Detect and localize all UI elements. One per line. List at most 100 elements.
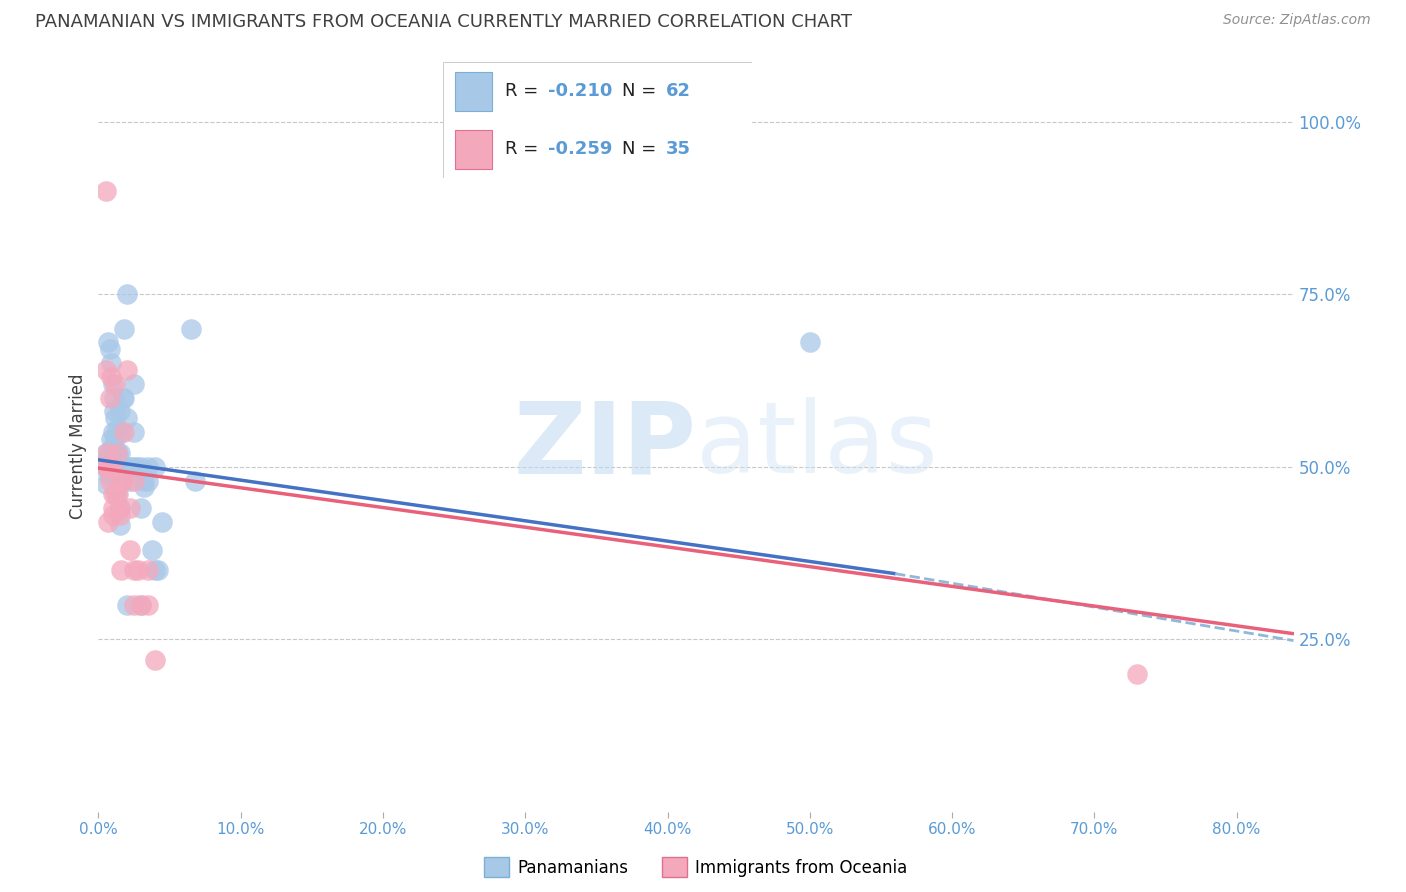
Point bbox=[94, 477, 117, 491]
Text: ZIP: ZIP bbox=[513, 398, 696, 494]
Point bbox=[136, 563, 159, 577]
Point bbox=[94, 459, 117, 474]
Point bbox=[143, 459, 166, 474]
Point bbox=[108, 501, 131, 516]
Point bbox=[122, 425, 145, 440]
Point bbox=[1126, 666, 1149, 681]
Point bbox=[115, 411, 138, 425]
Text: R =: R = bbox=[505, 82, 544, 101]
Text: N =: N = bbox=[623, 140, 662, 159]
Point bbox=[118, 474, 141, 488]
Point bbox=[101, 501, 124, 516]
Point bbox=[100, 432, 122, 446]
Point bbox=[122, 563, 145, 577]
Point bbox=[101, 376, 124, 391]
Point bbox=[94, 363, 117, 377]
Point bbox=[105, 446, 128, 460]
Point bbox=[136, 598, 159, 612]
Bar bbox=[456, 71, 492, 112]
Point bbox=[107, 446, 129, 460]
Point bbox=[132, 480, 155, 494]
Text: PANAMANIAN VS IMMIGRANTS FROM OCEANIA CURRENTLY MARRIED CORRELATION CHART: PANAMANIAN VS IMMIGRANTS FROM OCEANIA CU… bbox=[35, 13, 852, 31]
Point bbox=[132, 474, 155, 488]
Point bbox=[101, 487, 124, 501]
Legend: Panamanians, Immigrants from Oceania: Panamanians, Immigrants from Oceania bbox=[478, 850, 914, 884]
Point bbox=[118, 501, 141, 516]
Point bbox=[110, 459, 132, 474]
Point bbox=[103, 391, 125, 405]
Point bbox=[111, 391, 134, 405]
Text: R =: R = bbox=[505, 140, 544, 159]
Point bbox=[105, 459, 128, 474]
Point bbox=[180, 321, 202, 335]
Point bbox=[101, 459, 124, 474]
Point bbox=[110, 425, 132, 440]
Point bbox=[98, 474, 121, 488]
Point bbox=[112, 391, 135, 405]
Point bbox=[143, 563, 166, 577]
Point bbox=[110, 563, 132, 577]
Point bbox=[98, 391, 121, 405]
Text: 35: 35 bbox=[665, 140, 690, 159]
Point bbox=[115, 459, 138, 474]
Point bbox=[115, 287, 138, 301]
Point bbox=[118, 542, 141, 557]
Point bbox=[107, 487, 129, 501]
Point bbox=[136, 459, 159, 474]
Point bbox=[118, 459, 141, 474]
Point bbox=[799, 335, 821, 350]
Point bbox=[129, 459, 152, 474]
Text: -0.210: -0.210 bbox=[548, 82, 613, 101]
Point bbox=[101, 452, 124, 467]
Point bbox=[108, 518, 131, 533]
Point bbox=[101, 425, 124, 440]
Point bbox=[104, 446, 127, 460]
FancyBboxPatch shape bbox=[443, 62, 752, 178]
Point bbox=[152, 515, 174, 529]
Point bbox=[101, 439, 124, 453]
Point bbox=[97, 335, 120, 350]
Text: N =: N = bbox=[623, 82, 662, 101]
Point bbox=[98, 446, 121, 460]
Point bbox=[115, 363, 138, 377]
Point bbox=[148, 563, 170, 577]
Text: 62: 62 bbox=[665, 82, 690, 101]
Point bbox=[104, 432, 127, 446]
Point bbox=[97, 515, 120, 529]
Point bbox=[94, 184, 117, 198]
Bar bbox=[456, 129, 492, 169]
Point bbox=[104, 487, 127, 501]
Point bbox=[110, 474, 132, 488]
Point bbox=[129, 598, 152, 612]
Point bbox=[111, 474, 134, 488]
Point bbox=[122, 459, 145, 474]
Point bbox=[108, 508, 131, 522]
Point bbox=[104, 459, 127, 474]
Point bbox=[98, 459, 121, 474]
Text: -0.259: -0.259 bbox=[548, 140, 613, 159]
Point bbox=[96, 446, 118, 460]
Point bbox=[125, 459, 148, 474]
Text: atlas: atlas bbox=[696, 398, 938, 494]
Point bbox=[94, 446, 117, 460]
Point bbox=[97, 459, 120, 474]
Point bbox=[108, 404, 131, 418]
Point bbox=[127, 563, 149, 577]
Point bbox=[104, 411, 127, 425]
Point bbox=[100, 370, 122, 384]
Point bbox=[122, 474, 145, 488]
Point bbox=[143, 653, 166, 667]
Point bbox=[122, 376, 145, 391]
Text: Source: ZipAtlas.com: Source: ZipAtlas.com bbox=[1223, 13, 1371, 28]
Point bbox=[129, 598, 152, 612]
Point bbox=[136, 474, 159, 488]
Point bbox=[104, 376, 127, 391]
Point bbox=[111, 474, 134, 488]
Point bbox=[184, 474, 207, 488]
Point bbox=[122, 598, 145, 612]
Point bbox=[97, 467, 120, 481]
Point bbox=[98, 343, 121, 357]
Point bbox=[112, 425, 135, 440]
Point bbox=[112, 321, 135, 335]
Point bbox=[105, 487, 128, 501]
